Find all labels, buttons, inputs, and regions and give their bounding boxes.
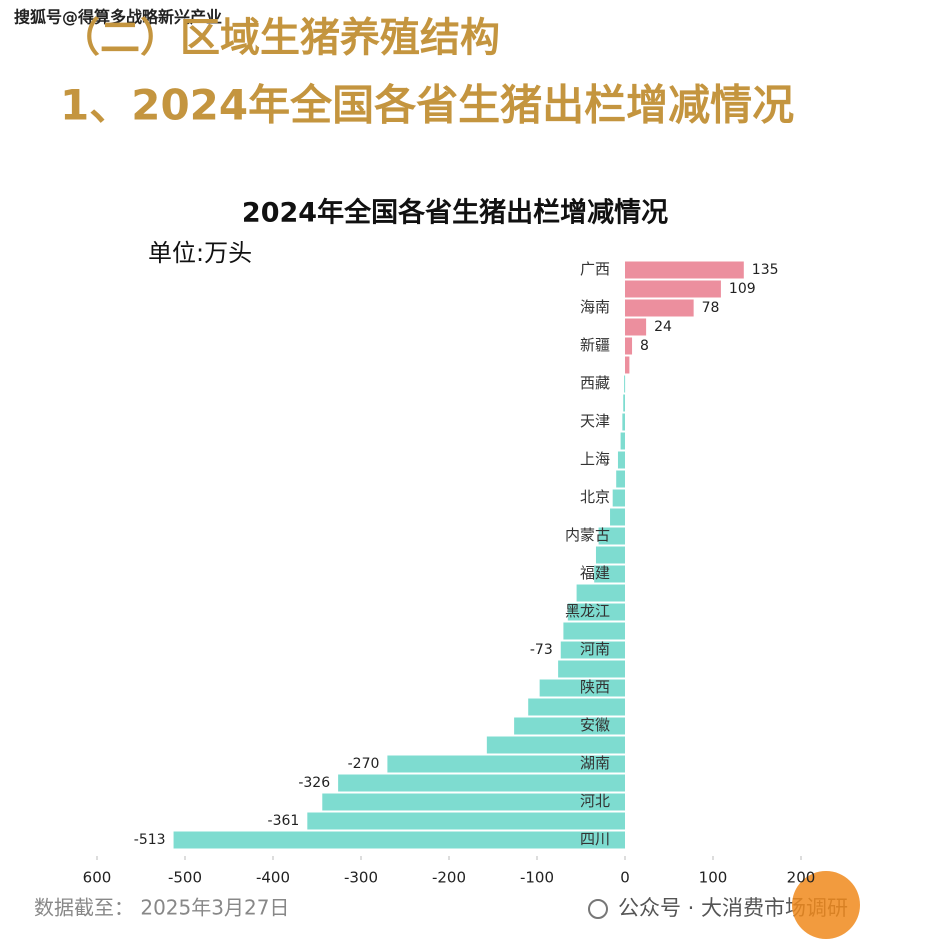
bar	[625, 318, 647, 336]
category-label: 河北	[580, 792, 610, 810]
category-label: 黑龙江	[565, 602, 610, 620]
bar	[387, 755, 625, 773]
value-label: -73	[530, 642, 553, 658]
bar	[539, 679, 625, 697]
bar	[322, 793, 625, 811]
value-label: 24	[654, 319, 672, 335]
bar	[622, 413, 625, 431]
bar	[560, 641, 625, 659]
x-tick-label: 100	[699, 869, 728, 887]
x-tick-label: -100	[520, 869, 554, 887]
category-label: 陕西	[580, 678, 610, 696]
value-label: 109	[729, 281, 756, 297]
bar	[338, 774, 625, 792]
logo-badge	[792, 871, 860, 939]
wechat-icon	[588, 899, 608, 919]
bar	[623, 394, 625, 412]
section-subtitle: 1、2024年全国各省生猪出栏增减情况	[60, 81, 794, 130]
x-tick-label: 600	[83, 869, 112, 887]
x-tick-label: -500	[168, 869, 202, 887]
category-label: 新疆	[580, 336, 610, 354]
x-tick-label: -200	[432, 869, 466, 887]
category-label: 天津	[580, 412, 610, 430]
bar	[612, 489, 625, 507]
value-label: 135	[752, 262, 779, 278]
bar	[558, 660, 625, 678]
bar	[576, 584, 625, 602]
category-label: 内蒙古	[565, 526, 610, 544]
category-label: 上海	[580, 450, 610, 468]
bar	[610, 508, 625, 526]
value-label: -270	[348, 756, 380, 772]
value-label: 8	[640, 338, 649, 354]
bar	[173, 831, 625, 849]
bar	[486, 736, 625, 754]
bar	[307, 812, 625, 830]
plot: 135 109 78 24 8 -73 -270 -326 -361 -513 广西海南新疆西藏天津…	[83, 260, 816, 887]
bar	[617, 451, 625, 469]
bar	[625, 299, 694, 317]
category-label: 海南	[580, 298, 610, 316]
value-label: 78	[702, 300, 720, 316]
category-label: 湖南	[580, 754, 610, 772]
bar	[625, 356, 630, 374]
watermark-source: 搜狐号@得算多战略新兴产业	[14, 8, 222, 27]
category-label: 西藏	[580, 374, 610, 392]
bar	[594, 565, 625, 583]
bar	[625, 261, 744, 279]
bar	[625, 337, 633, 355]
x-tick-label: 200	[787, 869, 816, 887]
bar	[528, 698, 625, 716]
chart-title: 2024年全国各省生猪出栏增减情况	[242, 197, 668, 229]
bar	[620, 432, 625, 450]
category-label: 福建	[580, 564, 610, 582]
data-date: 数据截至： 2025年3月27日	[34, 896, 289, 920]
section-title: （二）区域生猪养殖结构	[60, 15, 500, 61]
category-label: 广西	[580, 260, 610, 278]
bar	[598, 527, 625, 545]
bar	[624, 375, 626, 393]
bar	[567, 603, 625, 621]
bar	[563, 622, 625, 640]
value-label: -513	[134, 832, 166, 848]
bar	[595, 546, 625, 564]
category-label: 四川	[580, 830, 610, 848]
bar	[616, 470, 625, 488]
bar	[514, 717, 625, 735]
value-label: -361	[268, 813, 300, 829]
bar	[625, 280, 721, 298]
value-label: -326	[298, 775, 330, 791]
category-label: 河南	[580, 640, 610, 658]
category-label: 北京	[580, 488, 610, 506]
x-tick-label: -400	[256, 869, 290, 887]
x-tick-label: -300	[344, 869, 378, 887]
unit-label: 单位:万头	[148, 239, 252, 267]
category-label: 安徽	[580, 716, 610, 734]
x-tick-label: 0	[620, 869, 630, 887]
